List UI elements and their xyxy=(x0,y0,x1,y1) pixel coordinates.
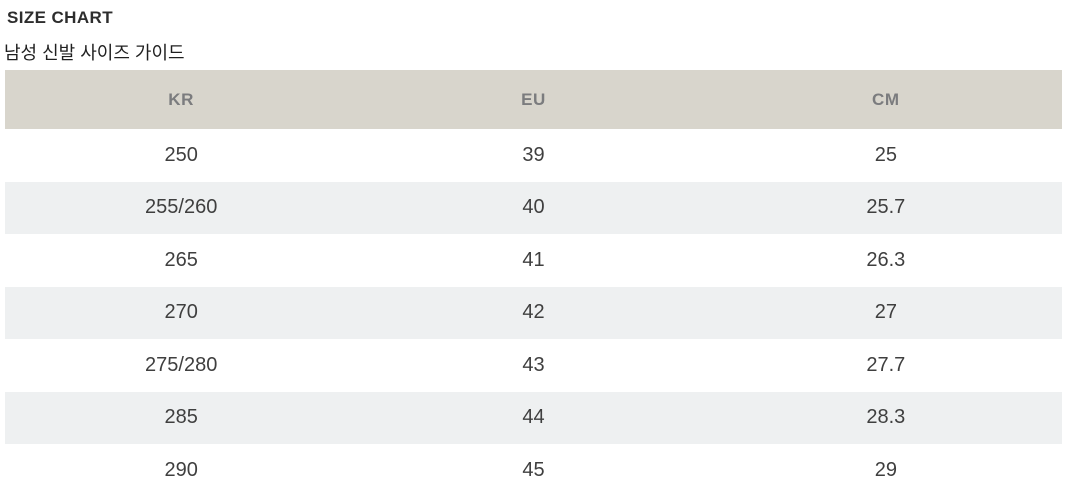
cell-kr: 275/280 xyxy=(145,353,218,376)
cell-cm: 26.3 xyxy=(866,248,906,271)
cell-eu: 40 xyxy=(522,196,545,219)
header-row: KR EU CM xyxy=(5,70,1062,129)
cell-cm: 25 xyxy=(874,143,897,166)
cell-kr: 270 xyxy=(164,301,198,324)
column-header-cm: CM xyxy=(709,70,1062,129)
table-row: 275/280 43 27.7 xyxy=(5,339,1062,392)
size-chart-title: SIZE CHART xyxy=(7,8,113,27)
cell-eu: 39 xyxy=(522,143,545,166)
cell-eu: 42 xyxy=(522,301,545,324)
cell-cm: 27 xyxy=(874,301,897,324)
table-row: 290 45 29 xyxy=(5,444,1062,497)
cell-kr: 250 xyxy=(164,143,198,166)
column-header-eu: EU xyxy=(357,70,710,129)
size-chart-subtitle: 남성 신발 사이즈 가이드 xyxy=(4,43,185,63)
size-chart-table-header: KR EU CM xyxy=(5,70,1062,129)
cell-kr: 265 xyxy=(164,248,198,271)
cell-kr: 255/260 xyxy=(145,196,218,219)
cell-kr: 285 xyxy=(164,406,198,429)
table-row: 285 44 28.3 xyxy=(5,391,1062,444)
cell-cm: 28.3 xyxy=(866,406,906,429)
size-chart-section: SIZE CHART 남성 신발 사이즈 가이드 KR EU CM 250 39… xyxy=(0,8,1080,497)
cell-kr: 290 xyxy=(164,458,198,481)
column-header-kr: KR xyxy=(5,70,358,129)
cell-eu: 43 xyxy=(522,353,545,376)
cell-cm: 27.7 xyxy=(866,353,906,376)
cell-eu: 44 xyxy=(522,406,545,429)
cell-cm: 29 xyxy=(874,458,897,481)
table-row: 250 39 25 xyxy=(5,129,1062,182)
size-chart-table-body: 250 39 25 255/260 40 25.7 265 41 26.3 27… xyxy=(5,129,1062,497)
table-row: 255/260 40 25.7 xyxy=(5,181,1062,234)
size-chart-table: KR EU CM 250 39 25 255/260 40 25.7 265 4… xyxy=(5,70,1062,497)
cell-eu: 41 xyxy=(522,248,545,271)
cell-cm: 25.7 xyxy=(866,196,906,219)
table-row: 270 42 27 xyxy=(5,286,1062,339)
table-row: 265 41 26.3 xyxy=(5,234,1062,287)
cell-eu: 45 xyxy=(522,458,545,481)
